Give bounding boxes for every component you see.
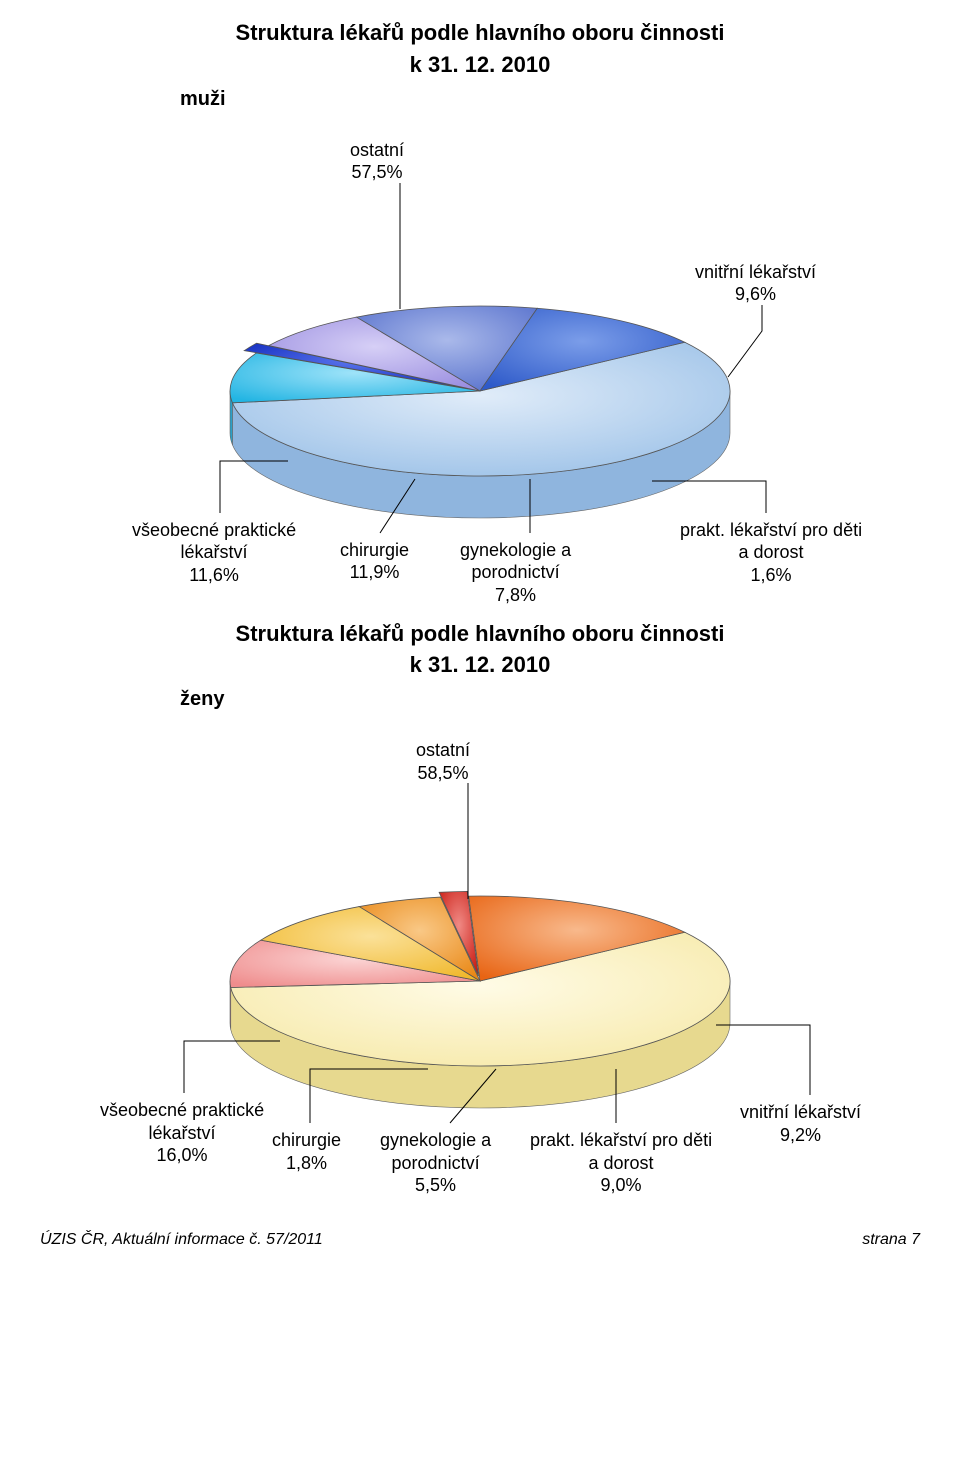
chart2-title-line2: k 31. 12. 2010 xyxy=(40,652,920,678)
chart2-gender: ženy xyxy=(180,688,920,711)
callout-chirurgie: chirurgie 11,9% xyxy=(340,539,409,584)
leader-vnitrni xyxy=(716,1025,810,1095)
callout-ostatni: ostatní 58,5% xyxy=(416,739,470,784)
chart-muzi: Struktura lékařů podle hlavního oboru či… xyxy=(40,18,920,601)
callout-vseob: všeobecné praktické lékařství 16,0% xyxy=(100,1099,264,1167)
callout-vnitrni: vnitřní lékařství 9,6% xyxy=(695,261,816,306)
page-root: Struktura lékařů podle hlavního oboru či… xyxy=(0,18,960,1269)
leader-vnitrni xyxy=(728,305,762,377)
callout-prakt_deti: prakt. lékařství pro děti a dorost 9,0% xyxy=(530,1129,712,1197)
footer-left: ÚZIS ČR, Aktuální informace č. 57/2011 xyxy=(40,1231,323,1249)
chart2-pie-wrap: ostatní 58,5% vnitřní lékařství 9,2% prakt… xyxy=(40,721,920,1201)
callout-prakt_deti: prakt. lékařství pro děti a dorost 1,6% xyxy=(680,519,862,587)
page-footer: ÚZIS ČR, Aktuální informace č. 57/2011 s… xyxy=(40,1201,920,1269)
callout-gynek: gynekologie a porodnictví 5,5% xyxy=(380,1129,491,1197)
callout-vnitrni: vnitřní lékařství 9,2% xyxy=(740,1101,861,1146)
chart1-gender: muži xyxy=(180,88,920,111)
callout-gynek: gynekologie a porodnictví 7,8% xyxy=(460,539,571,607)
chart2-title-line1: Struktura lékařů podle hlavního oboru či… xyxy=(40,619,920,649)
chart1-pie-wrap: ostatní 57,5% vnitřní lékařství 9,6% prakt… xyxy=(40,121,920,601)
callout-ostatni: ostatní 57,5% xyxy=(350,139,404,184)
chart1-title-line2: k 31. 12. 2010 xyxy=(40,52,920,78)
callout-vseob: všeobecné praktické lékařství 11,6% xyxy=(132,519,296,587)
footer-right: strana 7 xyxy=(862,1231,920,1249)
chart1-title-line1: Struktura lékařů podle hlavního oboru či… xyxy=(40,18,920,48)
chart-zeny: Struktura lékařů podle hlavního oboru či… xyxy=(40,619,920,1202)
callout-chirurgie: chirurgie 1,8% xyxy=(272,1129,341,1174)
